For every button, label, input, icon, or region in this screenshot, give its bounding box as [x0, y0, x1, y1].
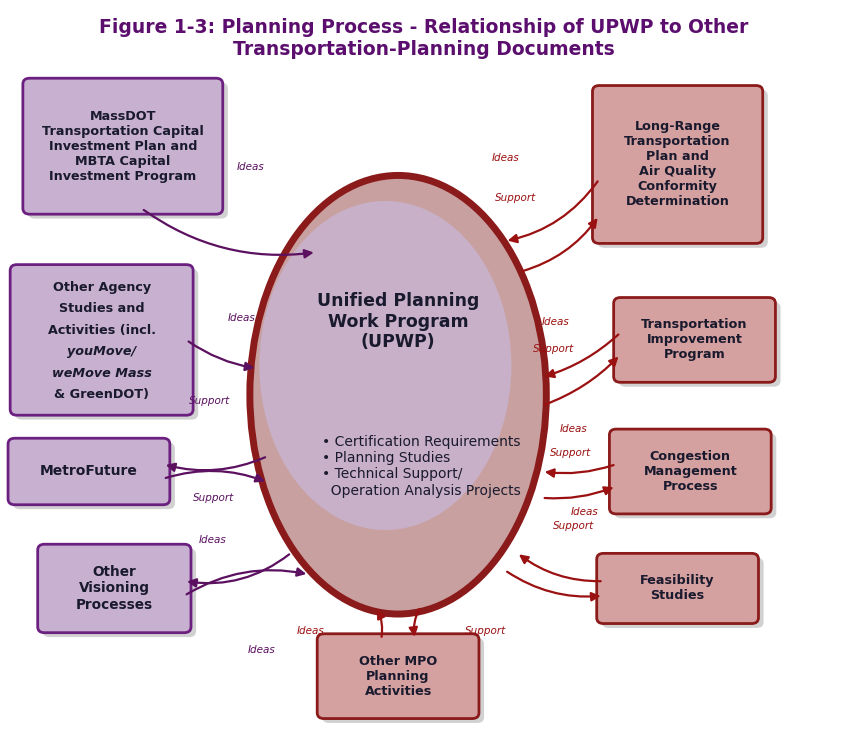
- Text: Support: Support: [533, 344, 574, 354]
- Text: Long-Range
Transportation
Plan and
Air Quality
Conformity
Determination: Long-Range Transportation Plan and Air Q…: [624, 121, 731, 208]
- FancyArrowPatch shape: [169, 458, 265, 471]
- Text: Ideas: Ideas: [492, 153, 520, 163]
- Text: Ideas: Ideas: [227, 314, 255, 323]
- Text: • Certification Requirements
• Planning Studies
• Technical Support/
  Operation: • Certification Requirements • Planning …: [322, 435, 521, 498]
- FancyBboxPatch shape: [28, 83, 228, 219]
- FancyBboxPatch shape: [618, 302, 781, 387]
- Text: Other MPO
Planning
Activities: Other MPO Planning Activities: [359, 655, 437, 697]
- Text: Activities (incl.: Activities (incl.: [47, 324, 156, 337]
- Text: Support: Support: [465, 626, 507, 636]
- FancyBboxPatch shape: [610, 429, 771, 514]
- Text: Unified Planning
Work Program
(UPWP): Unified Planning Work Program (UPWP): [317, 292, 479, 352]
- Text: Support: Support: [192, 493, 234, 503]
- Text: Ideas: Ideas: [296, 626, 324, 636]
- FancyBboxPatch shape: [602, 558, 764, 628]
- FancyBboxPatch shape: [42, 548, 196, 637]
- Text: Ideas: Ideas: [236, 162, 264, 172]
- Text: Support: Support: [189, 396, 230, 406]
- Text: Figure 1-3: Planning Process - Relationship of UPWP to Other: Figure 1-3: Planning Process - Relations…: [99, 18, 748, 37]
- FancyArrowPatch shape: [190, 554, 289, 586]
- Text: Transportation
Improvement
Program: Transportation Improvement Program: [641, 319, 748, 361]
- FancyBboxPatch shape: [38, 544, 191, 632]
- Text: Ideas: Ideas: [199, 535, 226, 545]
- FancyBboxPatch shape: [613, 298, 776, 382]
- FancyArrowPatch shape: [378, 611, 385, 637]
- FancyBboxPatch shape: [10, 265, 193, 415]
- FancyArrowPatch shape: [547, 465, 613, 477]
- FancyArrowPatch shape: [410, 609, 419, 635]
- FancyBboxPatch shape: [14, 443, 175, 509]
- FancyBboxPatch shape: [322, 638, 484, 723]
- Text: & GreenDOT): & GreenDOT): [54, 388, 149, 401]
- FancyArrowPatch shape: [545, 358, 617, 405]
- FancyArrowPatch shape: [507, 572, 598, 600]
- Text: Ideas: Ideas: [560, 424, 588, 433]
- Ellipse shape: [259, 201, 512, 530]
- Text: Ideas: Ideas: [571, 507, 598, 517]
- FancyArrowPatch shape: [166, 471, 263, 482]
- FancyBboxPatch shape: [593, 86, 763, 243]
- FancyBboxPatch shape: [597, 553, 759, 624]
- Text: Other
Visioning
Processes: Other Visioning Processes: [75, 565, 153, 612]
- Text: youMove/: youMove/: [67, 345, 136, 358]
- FancyBboxPatch shape: [8, 439, 169, 504]
- FancyBboxPatch shape: [317, 634, 479, 719]
- Text: Feasibility
Studies: Feasibility Studies: [640, 575, 715, 602]
- Text: Support: Support: [495, 193, 537, 203]
- Text: Transportation-Planning Documents: Transportation-Planning Documents: [233, 40, 614, 59]
- Text: Ideas: Ideas: [247, 645, 275, 655]
- FancyArrowPatch shape: [189, 341, 252, 370]
- Text: Ideas: Ideas: [542, 317, 570, 327]
- Text: MetroFuture: MetroFuture: [40, 464, 138, 479]
- Text: Congestion
Management
Process: Congestion Management Process: [644, 450, 737, 493]
- Text: Studies and: Studies and: [58, 303, 145, 316]
- FancyArrowPatch shape: [521, 556, 601, 581]
- Text: Other Agency: Other Agency: [53, 281, 151, 294]
- Text: weMove Mass: weMove Mass: [52, 366, 152, 379]
- FancyBboxPatch shape: [23, 78, 223, 214]
- FancyBboxPatch shape: [598, 90, 768, 248]
- FancyBboxPatch shape: [15, 269, 198, 420]
- FancyArrowPatch shape: [144, 210, 312, 257]
- FancyBboxPatch shape: [615, 433, 776, 518]
- Ellipse shape: [250, 175, 546, 614]
- FancyArrowPatch shape: [545, 488, 612, 499]
- Text: Support: Support: [553, 521, 595, 531]
- Text: Support: Support: [551, 448, 591, 458]
- FancyArrowPatch shape: [523, 220, 596, 271]
- Text: MassDOT
Transportation Capital
Investment Plan and
MBTA Capital
Investment Progr: MassDOT Transportation Capital Investmen…: [42, 110, 204, 183]
- FancyArrowPatch shape: [510, 181, 598, 242]
- FancyArrowPatch shape: [547, 335, 618, 377]
- FancyArrowPatch shape: [186, 569, 304, 594]
